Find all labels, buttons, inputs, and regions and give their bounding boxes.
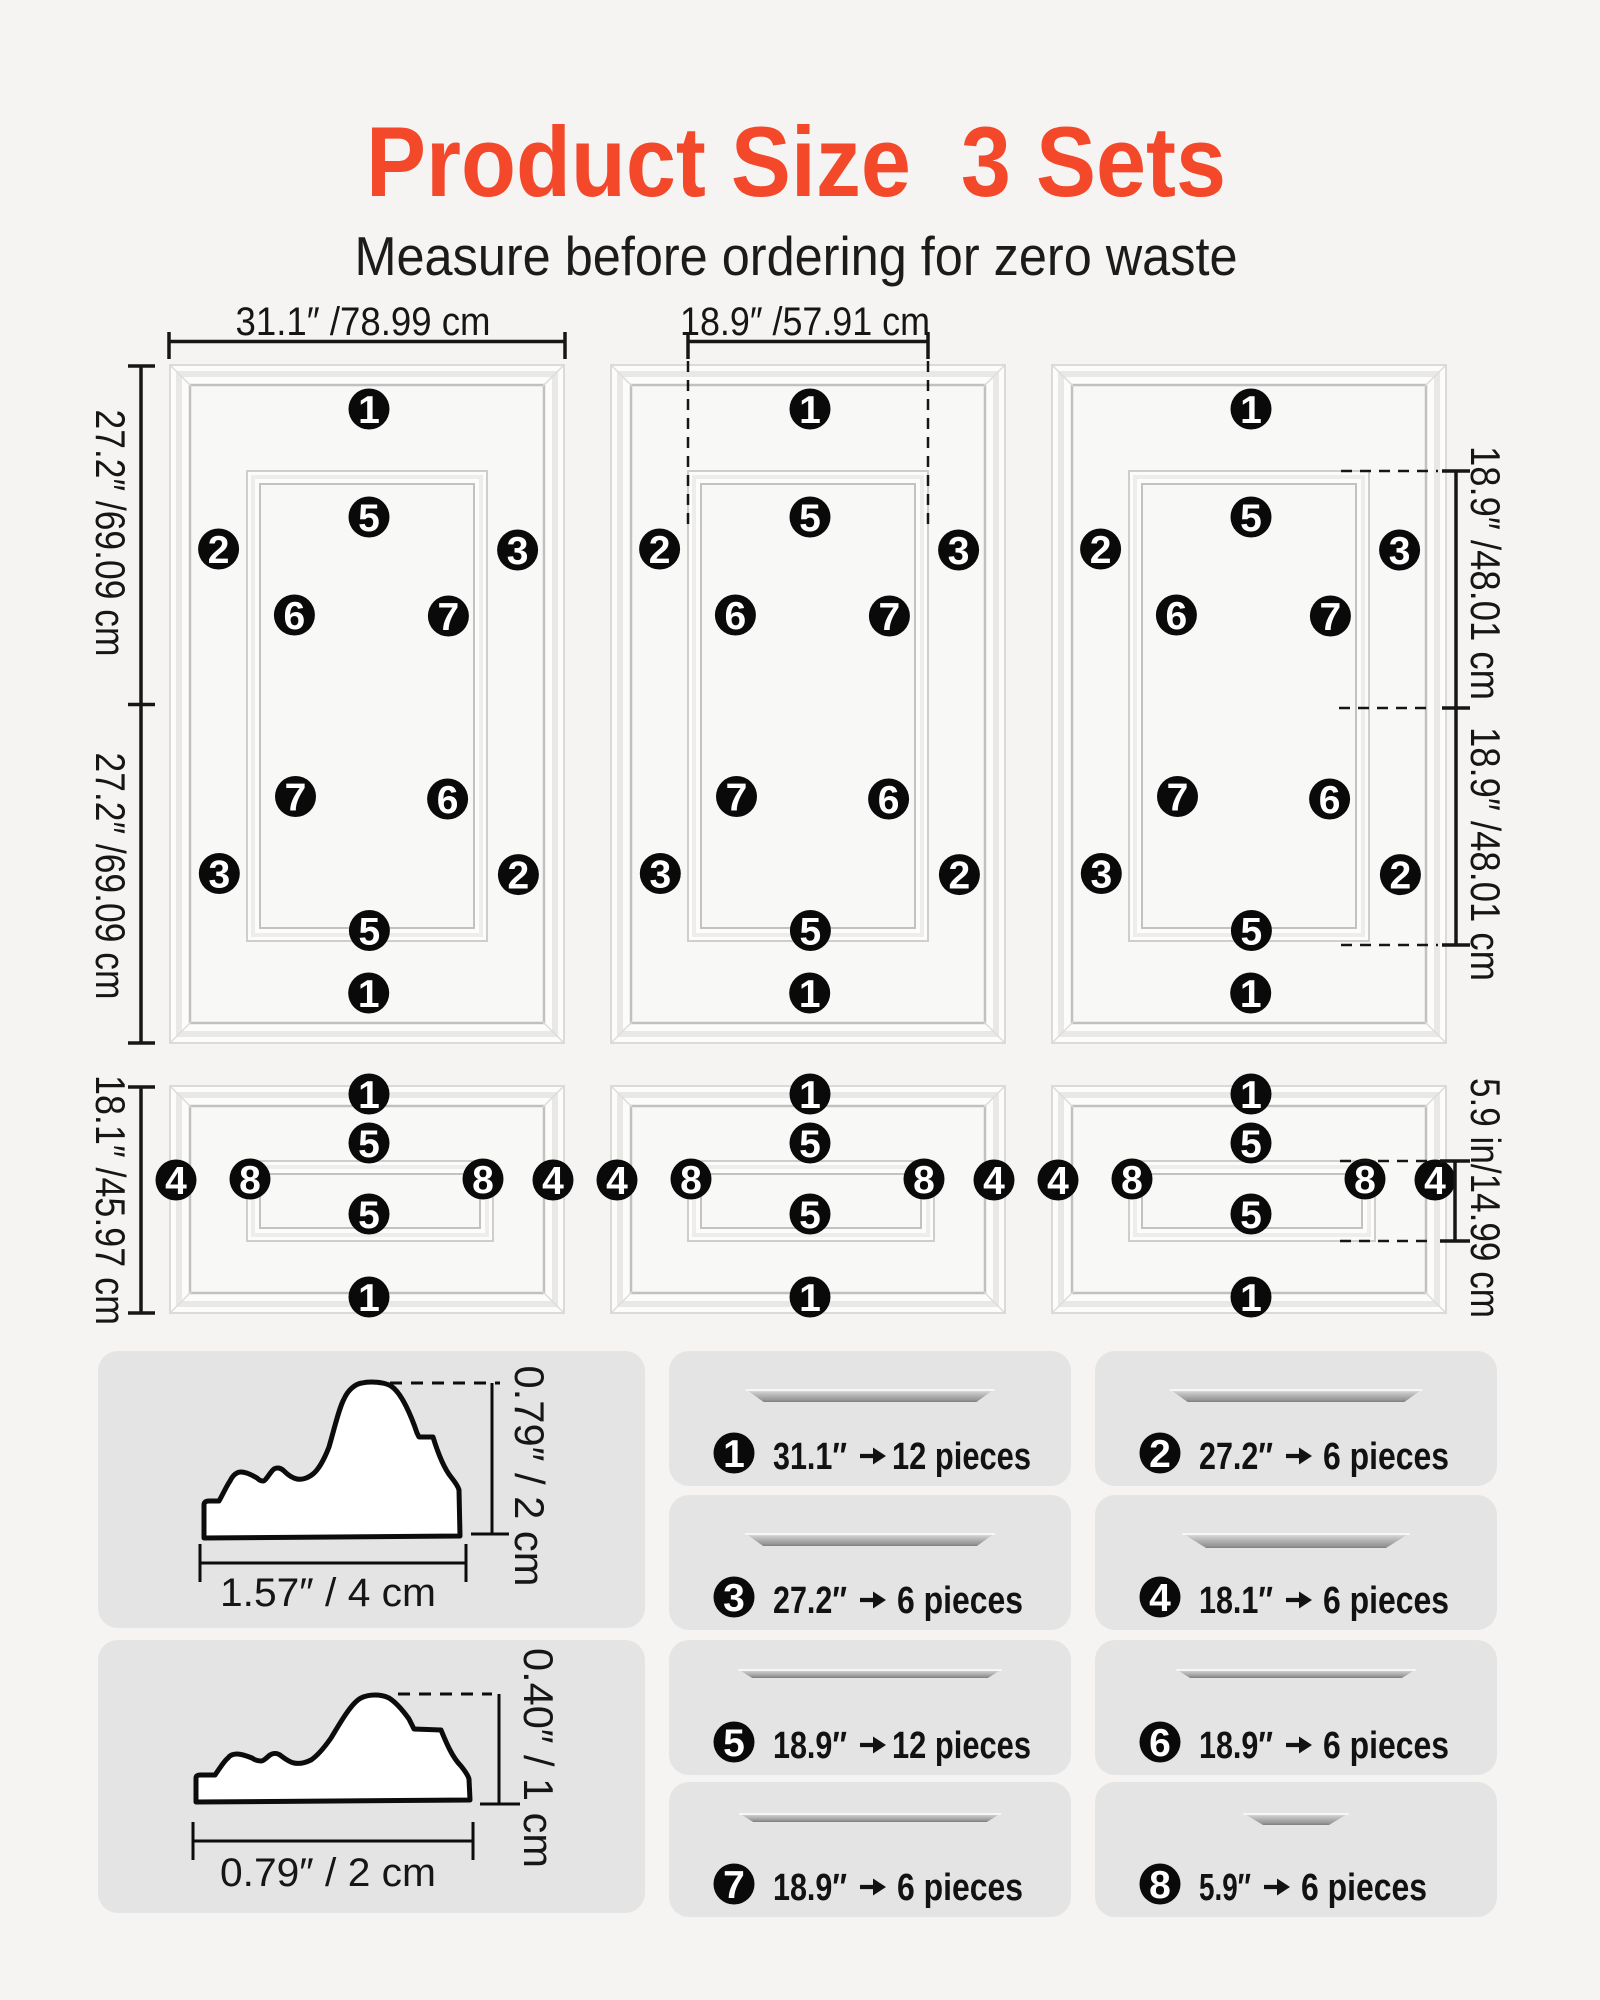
svg-text:7: 7 (723, 1864, 745, 1907)
svg-text:2: 2 (649, 529, 671, 572)
svg-text:5: 5 (1240, 1123, 1262, 1166)
svg-text:6: 6 (725, 595, 747, 638)
svg-text:1: 1 (1240, 1074, 1262, 1117)
svg-text:8: 8 (1149, 1864, 1171, 1907)
svg-text:1: 1 (1240, 389, 1262, 432)
svg-text:7: 7 (438, 596, 460, 639)
svg-text:5: 5 (358, 1194, 380, 1237)
svg-text:31.1″: 31.1″ (773, 1436, 847, 1478)
svg-text:18.9″ /57.91 cm: 18.9″ /57.91 cm (680, 300, 930, 344)
svg-text:4: 4 (1424, 1160, 1446, 1203)
svg-text:Measure before ordering for ze: Measure before ordering for zero waste (355, 225, 1238, 287)
svg-text:6 pieces: 6 pieces (1301, 1867, 1427, 1909)
svg-text:6 pieces: 6 pieces (897, 1867, 1023, 1909)
svg-text:5.9 in/14.99 cm: 5.9 in/14.99 cm (1462, 1078, 1509, 1318)
svg-text:2: 2 (1390, 855, 1412, 898)
svg-text:4: 4 (1047, 1160, 1069, 1203)
svg-text:2: 2 (1090, 529, 1112, 572)
svg-text:2: 2 (1149, 1433, 1171, 1476)
svg-text:6: 6 (878, 779, 900, 822)
svg-text:6: 6 (1149, 1722, 1171, 1765)
svg-text:6: 6 (284, 595, 306, 638)
svg-text:0.79″ / 2 cm: 0.79″ / 2 cm (220, 1851, 436, 1895)
svg-text:18.9″ /48.01 cm: 18.9″ /48.01 cm (1462, 727, 1509, 981)
svg-text:3: 3 (948, 530, 970, 573)
svg-text:8: 8 (239, 1159, 261, 1202)
svg-text:7: 7 (1167, 776, 1189, 819)
svg-text:1: 1 (1240, 973, 1262, 1016)
svg-text:1: 1 (358, 389, 380, 432)
svg-text:1.57″ / 4 cm: 1.57″ / 4 cm (220, 1571, 436, 1615)
svg-text:4: 4 (606, 1160, 628, 1203)
svg-text:5: 5 (359, 910, 381, 953)
svg-text:18.9″: 18.9″ (773, 1725, 847, 1767)
svg-text:27.2″: 27.2″ (1199, 1436, 1273, 1478)
svg-text:6 pieces: 6 pieces (897, 1580, 1023, 1622)
svg-text:6: 6 (437, 779, 459, 822)
svg-text:4: 4 (1149, 1577, 1171, 1620)
svg-text:5: 5 (1240, 1194, 1262, 1237)
svg-text:6 pieces: 6 pieces (1323, 1580, 1449, 1622)
svg-text:1: 1 (1240, 1277, 1262, 1320)
svg-text:4: 4 (542, 1160, 564, 1203)
svg-text:3: 3 (649, 853, 671, 896)
svg-text:8: 8 (1121, 1159, 1143, 1202)
svg-text:3: 3 (208, 853, 230, 896)
svg-text:3: 3 (723, 1577, 745, 1620)
svg-text:27.2″ /69.09 cm: 27.2″ /69.09 cm (87, 410, 134, 657)
svg-text:27.2″ /69.09 cm: 27.2″ /69.09 cm (87, 753, 134, 1000)
svg-text:2: 2 (508, 855, 530, 898)
svg-text:6 pieces: 6 pieces (1323, 1725, 1449, 1767)
svg-text:18.9″: 18.9″ (1199, 1725, 1273, 1767)
svg-text:1: 1 (358, 1074, 380, 1117)
svg-text:5: 5 (799, 1194, 821, 1237)
svg-text:5: 5 (799, 1123, 821, 1166)
svg-text:2: 2 (949, 855, 971, 898)
svg-text:5: 5 (358, 497, 380, 540)
svg-text:3: 3 (1090, 853, 1112, 896)
svg-text:5: 5 (799, 497, 821, 540)
svg-text:3: 3 (507, 530, 529, 573)
svg-text:7: 7 (726, 776, 748, 819)
svg-text:7: 7 (285, 776, 307, 819)
svg-text:1: 1 (799, 389, 821, 432)
svg-text:0.40″ / 1 cm: 0.40″ / 1 cm (515, 1648, 562, 1868)
svg-text:4: 4 (983, 1160, 1005, 1203)
svg-text:5: 5 (1241, 910, 1263, 953)
svg-text:12 pieces: 12 pieces (892, 1725, 1031, 1767)
svg-text:1: 1 (799, 973, 821, 1016)
svg-text:27.2″: 27.2″ (773, 1580, 847, 1622)
svg-text:8: 8 (472, 1159, 494, 1202)
svg-text:18.9″ /48.01 cm: 18.9″ /48.01 cm (1462, 446, 1509, 700)
svg-text:18.9″: 18.9″ (773, 1867, 847, 1909)
svg-text:1: 1 (799, 1074, 821, 1117)
svg-text:6 pieces: 6 pieces (1323, 1436, 1449, 1478)
svg-text:6: 6 (1166, 595, 1188, 638)
svg-text:31.1″ /78.99 cm: 31.1″ /78.99 cm (236, 300, 491, 344)
svg-text:6: 6 (1319, 779, 1341, 822)
svg-text:2: 2 (208, 529, 230, 572)
svg-text:12 pieces: 12 pieces (892, 1436, 1031, 1478)
svg-text:5.9″: 5.9″ (1199, 1867, 1251, 1909)
svg-text:8: 8 (680, 1159, 702, 1202)
svg-text:1: 1 (799, 1277, 821, 1320)
svg-text:7: 7 (879, 596, 901, 639)
svg-text:1: 1 (358, 1277, 380, 1320)
svg-text:4: 4 (165, 1160, 187, 1203)
svg-text:1: 1 (723, 1433, 745, 1476)
svg-text:1: 1 (358, 973, 380, 1016)
svg-text:18.1″: 18.1″ (1199, 1580, 1273, 1622)
svg-text:Product Size 3 Sets: Product Size 3 Sets (366, 106, 1226, 217)
svg-text:5: 5 (800, 910, 822, 953)
svg-text:5: 5 (723, 1722, 745, 1765)
svg-text:8: 8 (1354, 1159, 1376, 1202)
svg-text:3: 3 (1389, 530, 1411, 573)
svg-text:5: 5 (358, 1123, 380, 1166)
svg-text:18.1″ /45.97 cm: 18.1″ /45.97 cm (87, 1075, 134, 1325)
svg-text:5: 5 (1240, 497, 1262, 540)
svg-text:0.79″ / 2 cm: 0.79″ / 2 cm (506, 1366, 553, 1587)
svg-text:8: 8 (913, 1159, 935, 1202)
svg-text:7: 7 (1320, 596, 1342, 639)
